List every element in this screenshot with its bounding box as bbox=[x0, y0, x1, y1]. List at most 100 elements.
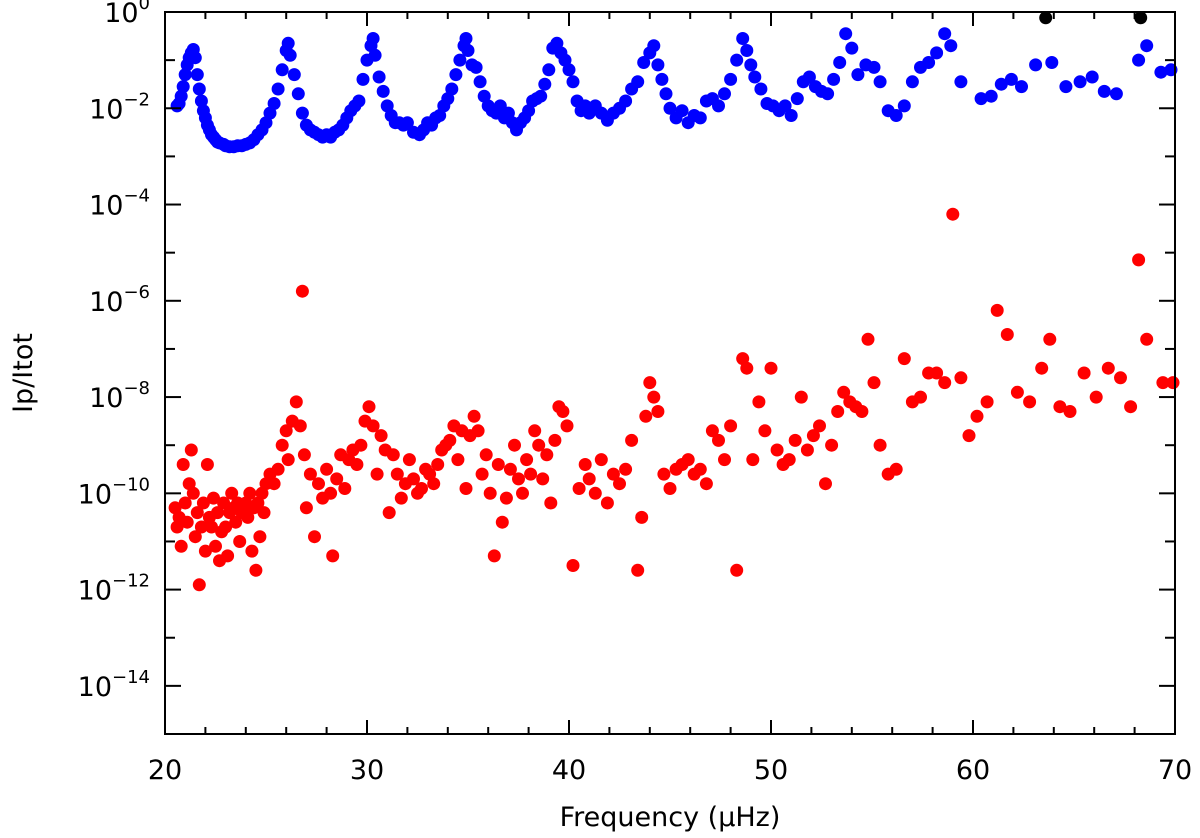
data-point-s1-137 bbox=[643, 376, 657, 390]
data-point-s1-19 bbox=[207, 491, 220, 505]
data-point-s1-107 bbox=[499, 491, 513, 505]
data-point-s1-60 bbox=[312, 477, 325, 491]
data-point-s1-73 bbox=[362, 400, 376, 414]
data-point-s0-103 bbox=[534, 89, 548, 103]
data-point-s1-95 bbox=[451, 453, 465, 467]
data-point-s0-85 bbox=[461, 44, 475, 57]
data-point-s0-138 bbox=[712, 99, 725, 113]
data-point-s1-191 bbox=[1000, 328, 1014, 341]
data-point-s1-49 bbox=[275, 438, 289, 452]
data-point-s1-30 bbox=[229, 515, 243, 529]
data-point-s1-195 bbox=[1043, 332, 1057, 346]
data-point-s1-89 bbox=[427, 477, 441, 491]
data-point-s0-152 bbox=[790, 92, 804, 106]
data-point-s1-138 bbox=[647, 390, 661, 404]
data-point-s0-143 bbox=[740, 44, 754, 57]
x-tick-label: 30 bbox=[350, 755, 384, 786]
x-tick-label: 40 bbox=[552, 755, 586, 786]
data-point-s1-26 bbox=[221, 549, 235, 563]
data-point-s1-65 bbox=[330, 472, 344, 486]
data-point-s1-11 bbox=[190, 506, 204, 520]
data-point-s1-20 bbox=[209, 539, 222, 553]
data-point-s0-183 bbox=[1059, 80, 1073, 94]
data-point-s1-113 bbox=[524, 467, 538, 481]
data-point-s1-185 bbox=[946, 207, 960, 221]
data-point-s0-132 bbox=[675, 104, 689, 118]
data-point-s1-55 bbox=[295, 284, 309, 298]
data-point-s0-58 bbox=[356, 72, 370, 86]
data-point-s1-168 bbox=[825, 438, 839, 452]
data-point-s0-168 bbox=[897, 99, 911, 113]
data-point-s1-13 bbox=[194, 520, 208, 534]
data-point-s1-184 bbox=[938, 376, 952, 390]
data-point-s1-115 bbox=[532, 438, 546, 452]
data-point-s0-171 bbox=[922, 56, 936, 69]
data-point-s0-3 bbox=[176, 80, 190, 94]
data-point-s1-122 bbox=[560, 419, 574, 433]
data-point-s1-74 bbox=[366, 419, 380, 433]
data-point-s1-149 bbox=[712, 433, 725, 447]
y-tick-base: 10 bbox=[89, 287, 123, 318]
y-tick-label: 10−14 bbox=[78, 667, 150, 703]
y-tick-label: 10−6 bbox=[89, 282, 150, 318]
data-point-s0-104 bbox=[538, 77, 552, 91]
data-point-s0-70 bbox=[400, 116, 414, 130]
data-point-s1-104 bbox=[487, 549, 501, 563]
data-point-s1-176 bbox=[873, 438, 887, 452]
data-point-s0-186 bbox=[1097, 84, 1111, 98]
data-point-s1-10 bbox=[188, 530, 202, 544]
data-point-s0-160 bbox=[839, 27, 853, 41]
y-tick-label: 10−2 bbox=[89, 89, 150, 125]
data-point-s1-166 bbox=[813, 419, 826, 433]
data-point-s0-111 bbox=[566, 75, 580, 89]
data-point-s1-111 bbox=[516, 486, 529, 500]
data-point-s1-125 bbox=[578, 458, 592, 471]
data-point-s1-103 bbox=[483, 486, 497, 500]
data-point-s1-181 bbox=[914, 390, 927, 404]
data-point-s1-199 bbox=[1089, 390, 1103, 404]
data-point-s0-174 bbox=[944, 39, 958, 53]
y-tick-base: 10 bbox=[78, 576, 112, 607]
data-point-s0-82 bbox=[453, 53, 467, 67]
data-point-s1-167 bbox=[819, 477, 832, 491]
data-point-s1-28 bbox=[225, 486, 239, 500]
data-point-s1-76 bbox=[374, 429, 388, 443]
data-point-s0-150 bbox=[778, 99, 792, 113]
data-point-s1-112 bbox=[520, 453, 534, 467]
data-point-s0-176 bbox=[974, 92, 988, 106]
y-tick-label: 10−4 bbox=[89, 186, 150, 222]
data-point-s0-37 bbox=[275, 63, 289, 77]
data-point-s1-117 bbox=[540, 448, 554, 462]
data-points bbox=[168, 11, 1180, 592]
y-tick-base: 10 bbox=[104, 0, 138, 29]
data-point-s0-57 bbox=[352, 94, 366, 108]
data-point-s1-134 bbox=[631, 563, 645, 577]
data-point-s0-172 bbox=[930, 46, 944, 60]
data-point-s0-110 bbox=[562, 63, 576, 77]
data-point-s1-37 bbox=[243, 486, 257, 500]
data-point-s1-206 bbox=[1166, 376, 1180, 390]
data-point-s1-21 bbox=[211, 506, 224, 520]
data-point-s0-42 bbox=[291, 87, 305, 101]
data-point-s1-140 bbox=[657, 467, 671, 481]
data-point-s1-16 bbox=[200, 458, 214, 471]
data-point-s1-200 bbox=[1101, 361, 1115, 375]
y-tick-base: 10 bbox=[78, 479, 112, 510]
data-point-s1-51 bbox=[281, 453, 295, 467]
x-tick-label: 20 bbox=[148, 755, 182, 786]
data-point-s1-118 bbox=[544, 496, 558, 510]
data-point-s1-99 bbox=[467, 409, 481, 423]
data-point-s1-6 bbox=[180, 515, 194, 529]
data-point-s0-12 bbox=[194, 94, 208, 108]
data-point-s1-130 bbox=[606, 467, 620, 481]
data-point-s1-187 bbox=[962, 429, 976, 443]
data-point-s0-179 bbox=[1004, 72, 1018, 86]
data-point-s1-123 bbox=[566, 559, 580, 572]
data-point-s1-3 bbox=[174, 539, 188, 553]
data-point-s1-159 bbox=[770, 443, 784, 457]
data-point-s1-175 bbox=[867, 376, 881, 390]
data-point-s0-135 bbox=[693, 111, 707, 125]
data-point-s1-127 bbox=[588, 486, 602, 500]
data-point-s1-151 bbox=[724, 419, 738, 433]
data-point-s1-174 bbox=[861, 332, 875, 346]
